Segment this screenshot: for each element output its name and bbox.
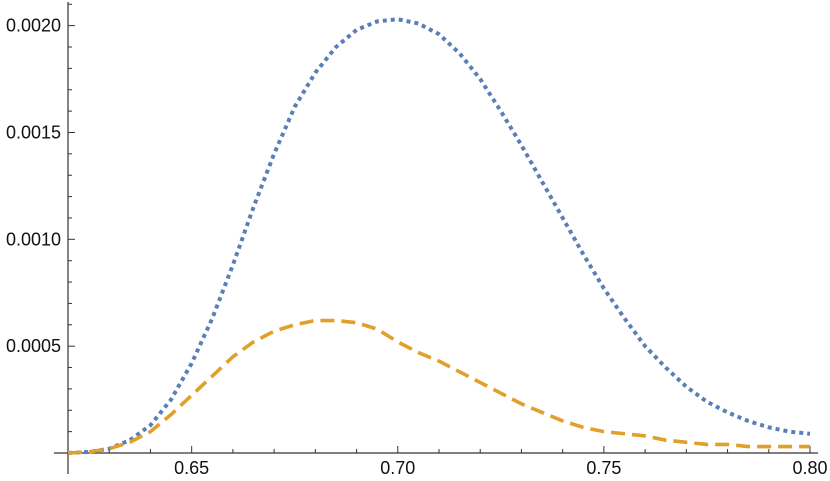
dashed-series-line: [67, 318, 810, 455]
ticks: 0.65 0.70 0.75 0.80 0.0005 0.0010 0.0015 0.0020: [6, 3, 828, 478]
y-tick-label: 0.0015: [6, 122, 61, 142]
axes: [54, 2, 818, 474]
y-tick-label: 0.0020: [6, 16, 61, 36]
series-group: [67, 17, 811, 455]
x-tick-label: 0.75: [586, 458, 621, 478]
x-tick-label: 0.70: [380, 458, 415, 478]
y-tick-label: 0.0005: [6, 336, 61, 356]
x-tick-label: 0.65: [174, 458, 209, 478]
x-tick-label: 0.80: [792, 458, 827, 478]
dotted-series-line: [67, 17, 811, 455]
y-tick-label: 0.0010: [6, 229, 61, 249]
